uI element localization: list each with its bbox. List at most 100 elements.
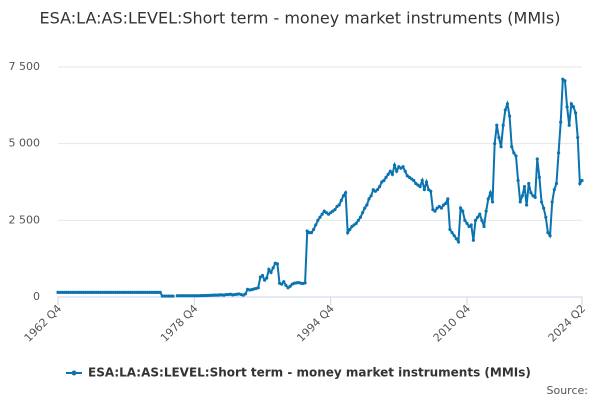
legend-symbol [71,370,77,376]
point [493,142,497,146]
point [471,238,475,242]
point [507,114,512,118]
point [280,282,284,286]
point [537,175,541,179]
point [512,151,516,155]
series-line [58,77,583,298]
source: Source: [547,384,589,397]
point [446,197,450,201]
point [450,231,454,235]
y-tick-label: 0 [33,290,40,303]
point [418,185,422,189]
point [533,195,537,199]
point [542,206,546,210]
point [552,188,556,192]
point [525,203,529,207]
point [473,218,478,222]
point [343,191,348,195]
point [501,123,505,127]
point [499,145,503,149]
point [495,123,499,127]
point [469,223,473,227]
point [388,169,392,173]
point [510,145,514,149]
x-tick-label: 2010 Q4 [431,302,474,345]
point [395,169,399,173]
point [548,234,552,238]
point [282,280,286,284]
point [346,231,350,235]
point [412,178,416,183]
point [422,188,426,192]
point [403,169,407,173]
point [490,200,495,204]
point [284,283,288,287]
point [539,200,544,204]
point [369,194,373,198]
point [171,294,175,298]
point [365,203,369,207]
point [424,180,429,184]
point [267,267,271,271]
point [375,188,380,192]
point [461,209,465,213]
point [429,189,433,193]
point [382,178,386,183]
point [463,218,467,222]
point [303,281,307,285]
point [448,227,452,232]
point [358,215,363,219]
point [356,218,360,222]
point [314,223,318,227]
y-tick-label: 5 000 [9,137,41,150]
point [420,178,424,183]
point [480,218,484,222]
point [361,211,365,215]
point [263,278,267,282]
point [505,102,510,106]
point [243,292,248,296]
point [522,185,527,189]
point [265,276,269,280]
point [433,209,437,213]
point [271,266,275,270]
point [378,185,382,189]
point [458,206,463,210]
point [384,175,388,179]
point [476,215,480,219]
point [354,221,358,225]
point [367,197,371,201]
y-tick-label: 7 500 [9,60,41,73]
point [456,240,461,244]
point [444,201,448,206]
point [348,227,352,232]
point [465,221,469,225]
point [554,181,559,186]
point [488,191,493,195]
point [556,151,561,155]
point [544,215,548,219]
point [518,200,522,204]
point [535,157,539,161]
point [390,172,395,176]
point [363,206,367,210]
point [516,178,520,183]
point [578,181,582,186]
point [565,105,569,109]
point [439,206,444,210]
point [339,198,343,202]
point [288,284,292,288]
point [312,227,316,232]
point [256,286,260,290]
point [559,120,563,124]
point [386,172,390,176]
point [454,237,458,241]
point [529,191,533,195]
point [580,178,584,183]
point [318,215,322,219]
point [497,135,501,140]
point [503,108,507,112]
point [550,200,554,204]
point [546,231,550,235]
